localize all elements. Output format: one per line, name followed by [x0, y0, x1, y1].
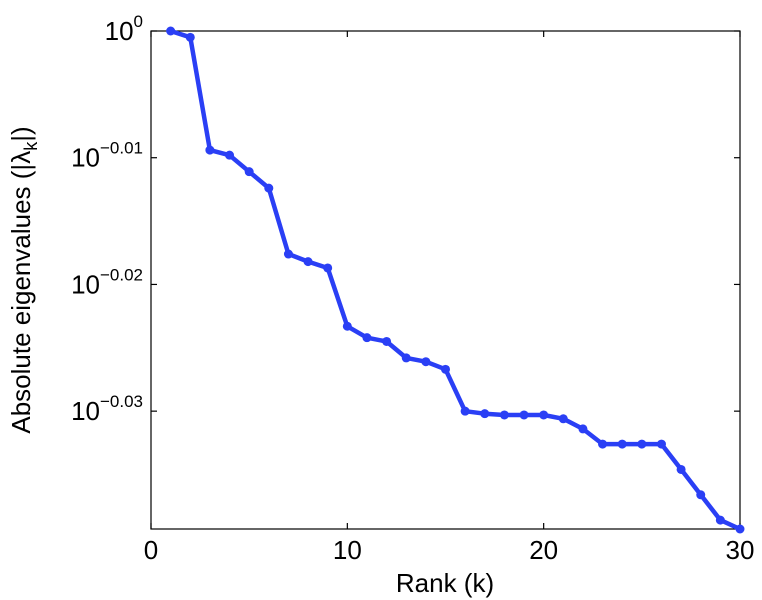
y-axis-title-main: Absolute eigenvalues (|λ	[6, 151, 36, 434]
data-point	[205, 145, 215, 155]
data-point	[578, 424, 588, 434]
data-point	[735, 524, 745, 534]
y-tick-exponent: 0	[134, 12, 143, 31]
y-tick-label: 10−0.03	[71, 392, 143, 426]
data-point	[696, 490, 706, 500]
data-point	[421, 357, 431, 367]
data-point	[264, 183, 274, 193]
data-point	[539, 410, 549, 420]
data-point	[166, 26, 176, 36]
data-point	[303, 257, 313, 267]
y-axis-title-sub: k	[21, 141, 41, 151]
y-tick-exponent: −0.03	[100, 392, 143, 411]
data-point	[441, 364, 450, 374]
y-tick-base: 10	[71, 269, 100, 299]
data-point	[676, 464, 686, 474]
y-tick-exponent: −0.01	[100, 139, 143, 158]
y-tick-label: 10−0.01	[71, 139, 143, 173]
x-axis-title: Rank (k)	[396, 568, 494, 598]
data-point	[283, 249, 293, 259]
data-point	[499, 410, 509, 420]
data-point	[598, 439, 608, 449]
data-point	[519, 410, 529, 420]
data-point	[558, 414, 568, 424]
y-tick-exponent: −0.02	[100, 265, 143, 284]
data-point	[637, 439, 647, 449]
data-point	[617, 439, 627, 449]
x-tick-label: 30	[726, 535, 755, 565]
data-point	[401, 353, 411, 363]
y-tick-label: 100	[105, 12, 143, 46]
y-tick-base: 10	[71, 143, 100, 173]
data-point	[382, 336, 392, 346]
y-axis-title-tail: |)	[6, 126, 36, 141]
series-layer	[166, 26, 745, 534]
data-point	[185, 32, 195, 42]
data-point	[656, 439, 666, 449]
data-point	[460, 406, 470, 416]
y-axis-title: Absolute eigenvalues (|λk|)	[6, 126, 41, 433]
data-point	[244, 167, 254, 177]
x-tick-label: 0	[144, 535, 158, 565]
data-point	[480, 409, 490, 419]
plot-area	[150, 30, 741, 530]
data-point	[715, 515, 725, 525]
x-tick-label: 20	[529, 535, 558, 565]
data-point	[342, 321, 352, 331]
x-tick-label: 10	[333, 535, 362, 565]
data-point	[225, 150, 235, 160]
y-tick-base: 10	[71, 396, 100, 426]
y-tick-label: 10−0.02	[71, 265, 143, 299]
data-point	[323, 263, 333, 273]
data-point	[362, 333, 372, 343]
y-tick-base: 10	[105, 16, 134, 46]
x-axis-ticks: 0 10 20 30	[144, 31, 755, 565]
